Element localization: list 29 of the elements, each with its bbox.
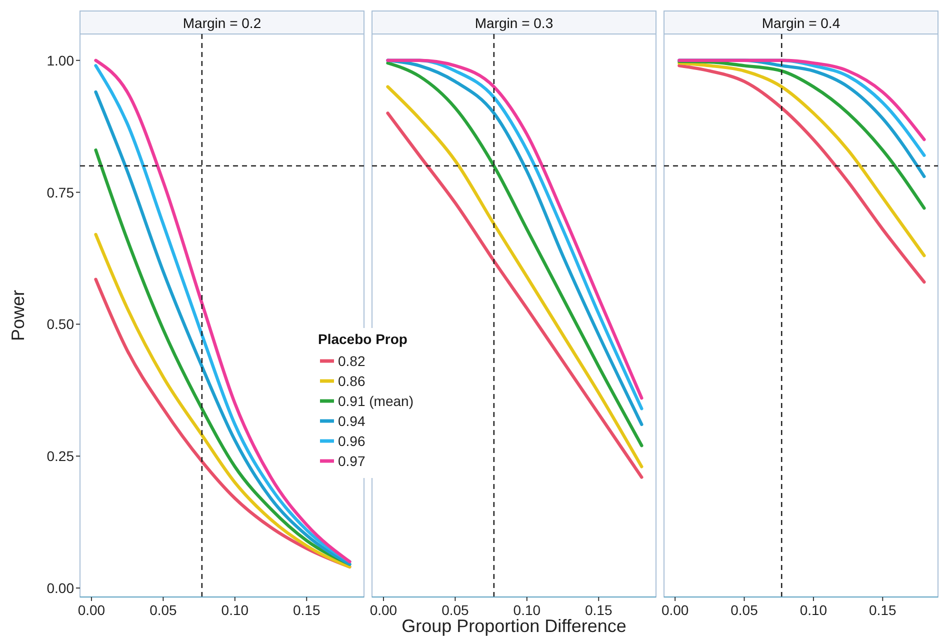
x-tick-label: 0.00 <box>370 602 398 618</box>
chart-title: Margin = 0.4 <box>762 15 840 31</box>
x-tick-label: 0.05 <box>730 602 758 618</box>
x-tick-label: 0.00 <box>78 602 106 618</box>
legend-label: 0.96 <box>338 433 366 449</box>
x-tick-label: 0.10 <box>221 602 249 618</box>
x-tick-label: 0.15 <box>869 602 896 618</box>
legend-title: Placebo Prop <box>318 331 408 347</box>
y-tick-label: 0.50 <box>46 316 74 332</box>
x-tick-label: 0.00 <box>661 602 689 618</box>
x-tick-label: 0.05 <box>150 602 178 618</box>
x-tick-label: 0.15 <box>585 602 612 618</box>
y-tick-label: 1.00 <box>46 52 74 68</box>
y-tick-label: 0.00 <box>46 580 74 596</box>
legend-label: 0.86 <box>338 373 366 389</box>
x-tick-label: 0.10 <box>800 602 828 618</box>
legend-label: 0.94 <box>338 413 366 429</box>
x-tick-label: 0.15 <box>293 602 320 618</box>
chart-title: Margin = 0.2 <box>182 15 262 31</box>
chart-title: Margin = 0.3 <box>474 15 554 31</box>
y-axis-title: Power <box>8 290 28 342</box>
x-axis-title: Group Proportion Difference <box>402 616 626 636</box>
legend-label: 0.91 (mean) <box>338 393 414 409</box>
legend-label: 0.97 <box>338 453 366 469</box>
y-tick-label: 0.25 <box>46 448 74 464</box>
legend-label: 0.82 <box>338 353 366 369</box>
x-tick-label: 0.05 <box>442 602 470 618</box>
y-tick-label: 0.75 <box>46 184 74 200</box>
x-tick-label: 0.10 <box>513 602 541 618</box>
